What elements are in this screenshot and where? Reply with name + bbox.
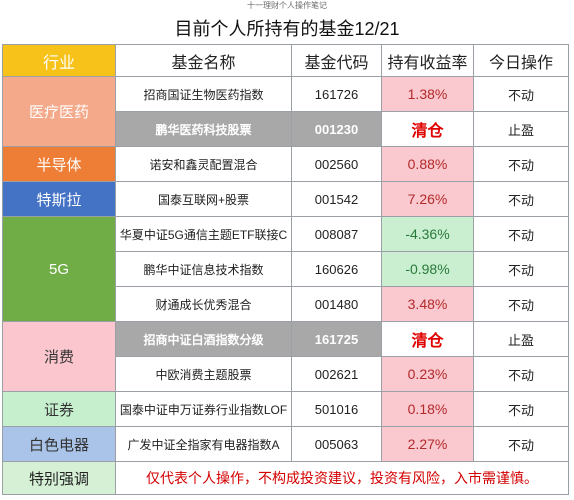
table-row: 中欧消费主题股票 002621 0.23% 不动 [3, 356, 569, 392]
header-row: 行业 基金名称 基金代码 持有收益率 今日操作 [2, 44, 569, 77]
fund-return: 0.23% [381, 356, 474, 392]
fund-return-cleared: 清仓 [381, 321, 474, 357]
fund-operation: 不动 [473, 76, 569, 112]
table-row: 鹏华医药科技股票 001230 清仓 止盈 [3, 111, 569, 147]
fund-code: 501016 [291, 391, 382, 427]
fund-name: 招商中证白酒指数分级 [115, 321, 292, 357]
fund-name: 财通成长优秀混合 [115, 286, 292, 322]
fund-name: 诺安和鑫灵配置混合 [115, 146, 292, 182]
col-header-operation: 今日操作 [473, 44, 569, 77]
fund-code: 161726 [291, 76, 382, 112]
fund-return: 1.38% [381, 76, 474, 112]
industry-semiconductor: 半导体 [2, 146, 116, 182]
fund-table: 行业 基金名称 基金代码 持有收益率 今日操作 医疗医药 招商国证生物医药指数 … [2, 44, 569, 495]
table-row: 消费 招商中证白酒指数分级 161725 清仓 止盈 [2, 321, 569, 392]
disclaimer-row: 特别强调 仅代表个人操作，不构成投资建议，投资有风险，入市需谨慎。 [2, 461, 569, 495]
table-row: 财通成长优秀混合 001480 3.48% 不动 [3, 286, 569, 322]
fund-operation: 不动 [473, 146, 569, 182]
col-header-fund-code: 基金代码 [291, 44, 382, 77]
fund-operation: 不动 [473, 356, 569, 392]
col-header-fund-name: 基金名称 [115, 44, 292, 77]
col-header-return: 持有收益率 [381, 44, 474, 77]
table-row: 5G 华夏中证5G通信主题ETF联接C 008087 -4.36% 不动 [2, 216, 569, 322]
fund-name: 鹏华医药科技股票 [115, 111, 292, 147]
fund-name: 国泰中证申万证券行业指数LOF [115, 391, 292, 427]
industry-appliance: 白色电器 [2, 426, 116, 462]
disclaimer-text: 仅代表个人操作，不构成投资建议，投资有风险，入市需谨慎。 [115, 461, 569, 495]
industry-securities: 证券 [2, 391, 116, 427]
industry-medical: 医疗医药 [2, 76, 116, 147]
fund-operation: 不动 [473, 426, 569, 462]
fund-operation: 不动 [473, 391, 569, 427]
fund-return: 0.88% [381, 146, 474, 182]
fund-code: 005063 [291, 426, 382, 462]
fund-return: -0.98% [381, 251, 474, 287]
header-watermark: 十一理财个人操作笔记 [247, 1, 327, 10]
industry-tesla: 特斯拉 [2, 181, 116, 217]
fund-return-cleared: 清仓 [381, 111, 474, 147]
fund-code: 160626 [291, 251, 382, 287]
table-row: 白色电器 广发中证全指家有电器指数A 005063 2.27% 不动 [2, 426, 569, 462]
table-row: 特斯拉 国泰互联网+股票 001542 7.26% 不动 [2, 181, 569, 217]
fund-operation: 不动 [473, 286, 569, 322]
fund-name: 国泰互联网+股票 [115, 181, 292, 217]
fund-code: 001230 [291, 111, 382, 147]
col-header-industry: 行业 [2, 44, 116, 77]
fund-name: 鹏华中证信息技术指数 [115, 251, 292, 287]
fund-operation: 不动 [473, 251, 569, 287]
fund-return: 0.18% [381, 391, 474, 427]
fund-name: 招商国证生物医药指数 [115, 76, 292, 112]
fund-name: 中欧消费主题股票 [115, 356, 292, 392]
fund-return: 3.48% [381, 286, 474, 322]
fund-code: 008087 [291, 216, 382, 252]
industry-5g: 5G [2, 216, 116, 322]
table-row: 半导体 诺安和鑫灵配置混合 002560 0.88% 不动 [2, 146, 569, 182]
fund-operation: 止盈 [473, 111, 569, 147]
fund-code: 161725 [291, 321, 382, 357]
disclaimer-label: 特别强调 [2, 461, 116, 495]
table-row: 鹏华中证信息技术指数 160626 -0.98% 不动 [3, 251, 569, 287]
fund-code: 002560 [291, 146, 382, 182]
table-row: 医疗医药 招商国证生物医药指数 161726 1.38% 不动 [2, 76, 569, 147]
sheet-title: 目前个人所持有的基金12/21 [174, 19, 400, 39]
industry-consumer: 消费 [2, 321, 116, 392]
fund-return: 2.27% [381, 426, 474, 462]
fund-name: 华夏中证5G通信主题ETF联接C [115, 216, 292, 252]
fund-name: 广发中证全指家有电器指数A [115, 426, 292, 462]
fund-operation: 不动 [473, 216, 569, 252]
fund-code: 001480 [291, 286, 382, 322]
fund-return: 7.26% [381, 181, 474, 217]
table-row: 证券 国泰中证申万证券行业指数LOF 501016 0.18% 不动 [2, 391, 569, 427]
fund-code: 002621 [291, 356, 382, 392]
fund-code: 001542 [291, 181, 382, 217]
fund-operation: 不动 [473, 181, 569, 217]
fund-return: -4.36% [381, 216, 474, 252]
fund-operation: 止盈 [473, 321, 569, 357]
